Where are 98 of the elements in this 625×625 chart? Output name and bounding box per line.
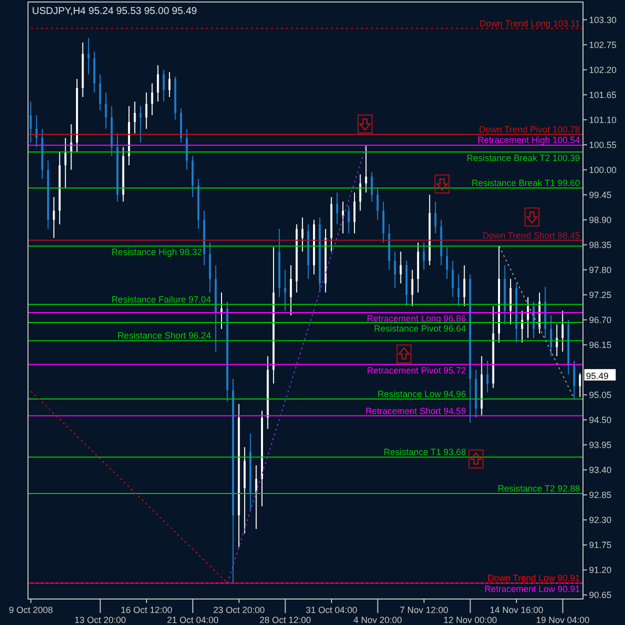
ref-line-label: Resistance Failure 97.04 (111, 294, 211, 304)
candlestick (573, 360, 576, 400)
y-tick-label: 92.85 (589, 490, 612, 500)
ref-line-label: Resistance T2 92.88 (498, 484, 580, 494)
candlestick (140, 106, 142, 143)
ref-line-label: Resistance Low 94.96 (377, 388, 466, 399)
y-tick-label: 97.80 (589, 265, 612, 276)
ref-line-label: Down Trend Long 103.11 (480, 18, 580, 28)
y-tick-label: 99.45 (589, 190, 612, 200)
candlestick (400, 251, 402, 284)
ref-line-label: Down Trend Low 90.91 (487, 573, 580, 584)
candlestick (336, 192, 338, 225)
y-tick-label: 96.70 (589, 315, 612, 326)
candlestick (348, 206, 350, 234)
ref-line-label: Retracement High 100.54 (477, 135, 580, 146)
candlestick (134, 101, 136, 134)
candlestick (463, 264, 466, 307)
candlestick (446, 246, 448, 280)
candlestick (458, 274, 460, 307)
candlestick (30, 101, 32, 143)
candlestick (52, 196, 55, 238)
candlestick (550, 314, 552, 357)
x-tick-label: 4 Nov 20:00 (353, 615, 402, 625)
x-tick-label: 12 Nov 00:00 (443, 615, 498, 625)
candlestick (365, 144, 368, 194)
y-tick-label: 103.30 (589, 14, 617, 25)
ref-line-label: Retracement Short 94.59 (365, 406, 466, 416)
candlestick (376, 187, 379, 220)
x-tick-label: 9 Oct 2008 (8, 605, 53, 615)
y-tick-label: 98.90 (589, 214, 612, 225)
x-tick-label: 14 Nov 16:00 (490, 605, 544, 615)
candlestick (526, 296, 529, 339)
y-tick-label: 91.75 (589, 540, 612, 550)
candlestick (370, 172, 373, 202)
candlestick (88, 37, 90, 75)
candlestick (510, 278, 512, 325)
y-tick-label: 94.50 (589, 415, 612, 426)
y-tick-label: 102.20 (589, 64, 617, 75)
x-tick-label: 7 Nov 12:00 (400, 605, 448, 615)
ref-line-label: Down Trend Short 98.45 (482, 230, 580, 240)
x-tick-label: 19 Nov 04:00 (536, 615, 590, 625)
y-tick-label: 93.95 (589, 440, 612, 450)
x-tick-label: 21 Oct 04:00 (166, 615, 219, 625)
y-tick-label: 97.25 (589, 290, 612, 300)
chart-title: USDJPY,H4 95.24 95.53 95.00 95.49 (32, 6, 198, 17)
y-tick-label: 98.35 (589, 240, 612, 250)
candlestick (422, 242, 425, 270)
candlestick (290, 264, 292, 316)
y-tick-label: 96.15 (589, 340, 612, 350)
ref-line-label: Retracement Pivot 95.72 (366, 365, 466, 376)
y-tick-label: 93.40 (589, 465, 612, 476)
y-tick-label: 102.75 (589, 40, 617, 50)
candlestick (562, 310, 564, 352)
y-tick-label: 91.20 (589, 565, 612, 576)
x-tick-label: 13 Oct 20:00 (74, 615, 126, 625)
y-tick-label: 100.00 (589, 164, 617, 175)
ref-line-label: Retracement Low 90.91 (484, 584, 580, 594)
candlestick (411, 269, 414, 307)
candlestick (301, 217, 304, 252)
candlestick (104, 92, 107, 130)
candlestick (434, 201, 436, 234)
candlestick (452, 260, 454, 298)
candlestick (99, 74, 102, 112)
candlestick (145, 92, 148, 130)
ref-line-label: Resistance High 98.32 (111, 247, 202, 258)
y-tick-label: 92.30 (589, 515, 612, 526)
y-tick-label: 101.65 (589, 90, 617, 100)
candlestick (162, 69, 165, 102)
x-tick-label: 23 Oct 20:00 (213, 605, 265, 615)
y-tick-label: 90.65 (589, 590, 612, 600)
x-tick-label: 28 Oct 12:00 (259, 615, 312, 625)
y-tick-label: 100.55 (589, 140, 617, 150)
y-tick-label: 95.05 (589, 390, 612, 400)
candlestick (486, 360, 488, 394)
x-tick-label: 31 Oct 04:00 (306, 605, 358, 615)
y-tick-label: 101.10 (589, 114, 617, 125)
ref-line-label: Retracement Long 96.86 (366, 314, 466, 324)
candlestick (382, 201, 384, 244)
ref-line-label: Resistance T1 93.68 (384, 447, 466, 458)
candlestick (342, 201, 344, 234)
candlestick (284, 269, 286, 312)
candlestick (353, 192, 356, 234)
ref-line-label: Resistance Break T2 100.39 (466, 153, 580, 164)
candlestick (151, 82, 154, 116)
candlestick (64, 137, 66, 188)
candlestick (394, 251, 396, 288)
text: 95.49 (586, 370, 609, 381)
candlestick (168, 72, 170, 98)
ref-line-label: Resistance Short 96.24 (117, 330, 211, 341)
x-tick-label: 16 Oct 12:00 (120, 605, 172, 615)
ref-line-label: Down Trend Pivot 100.78 (478, 124, 580, 134)
candlestick (359, 174, 362, 212)
candlestick (186, 128, 188, 170)
candlestick (156, 64, 159, 102)
ref-line-label: Resistance Pivot 96.64 (374, 324, 466, 334)
candlestick (255, 464, 258, 530)
ref-line-label: Resistance Break T1 99.60 (472, 178, 580, 188)
candlestick (578, 372, 581, 398)
